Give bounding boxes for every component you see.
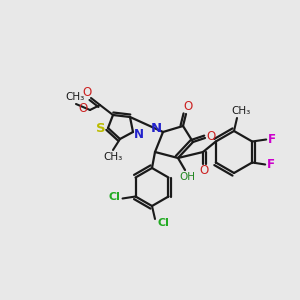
- Text: F: F: [267, 158, 275, 171]
- Text: Cl: Cl: [157, 218, 169, 228]
- Text: O: O: [206, 130, 216, 142]
- Text: Cl: Cl: [109, 193, 121, 202]
- Text: F: F: [268, 133, 276, 146]
- Text: O: O: [82, 86, 91, 100]
- Text: N: N: [134, 128, 144, 140]
- Text: N: N: [150, 122, 162, 136]
- Text: O: O: [78, 103, 88, 116]
- Text: CH₃: CH₃: [103, 152, 123, 162]
- Text: O: O: [200, 164, 208, 178]
- Text: S: S: [96, 122, 106, 134]
- Text: CH₃: CH₃: [65, 92, 85, 102]
- Text: OH: OH: [179, 172, 195, 182]
- Text: O: O: [183, 100, 193, 113]
- Text: CH₃: CH₃: [231, 106, 250, 116]
